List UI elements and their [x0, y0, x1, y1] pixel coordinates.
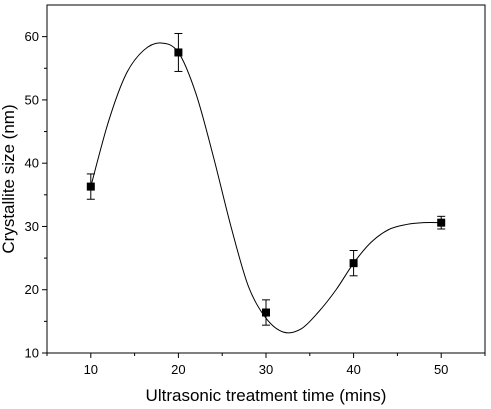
y-tick-label: 10	[25, 346, 39, 361]
y-tick-label: 50	[25, 92, 39, 107]
plot-frame	[46, 4, 486, 354]
data-point	[437, 218, 446, 227]
y-tick-label: 30	[25, 219, 39, 234]
x-tick-label: 30	[259, 362, 273, 377]
data-point	[262, 308, 270, 317]
x-tick-label: 20	[171, 362, 185, 377]
x-tick-label: 40	[346, 362, 360, 377]
x-tick-label: 50	[434, 362, 448, 377]
data-point	[349, 259, 358, 268]
fit-curve-layer	[90, 42, 442, 334]
data-point	[86, 182, 95, 191]
error-bars	[86, 32, 446, 326]
x-axis-title: Ultrasonic treatment time (mins)	[146, 386, 387, 405]
x-tick-label: 10	[84, 362, 98, 377]
y-tick-label: 60	[25, 29, 39, 44]
axis-ticks: 10 20 30 40 50 10 20 30 40 50 60	[25, 29, 486, 377]
fit-curve	[90, 42, 442, 334]
data-point	[174, 48, 183, 57]
y-tick-label: 40	[25, 156, 39, 171]
data-points	[86, 48, 446, 317]
y-tick-label: 20	[25, 282, 39, 297]
y-axis-title: Crystallite size (nm)	[0, 104, 18, 253]
